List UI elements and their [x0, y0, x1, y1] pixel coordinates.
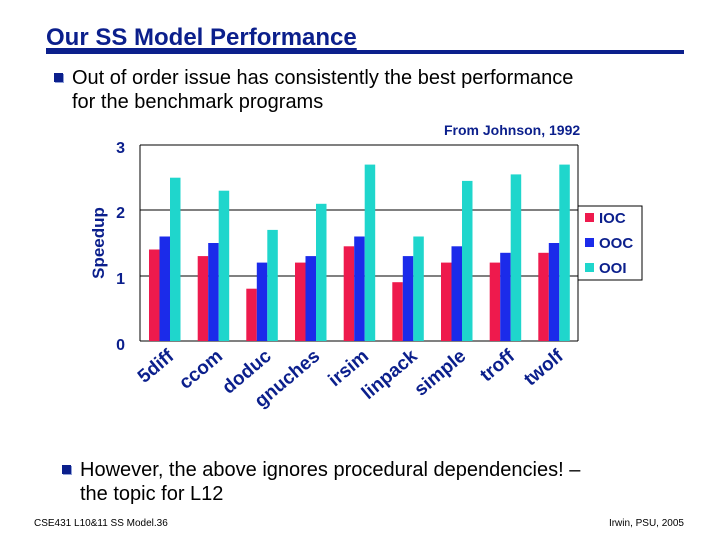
x-tick-label-5diff: 5diff: [134, 345, 179, 387]
bar-OOI-5diff: [170, 177, 181, 341]
bar-IOC-simple: [441, 262, 452, 341]
square-bullet-icon: [62, 465, 71, 474]
legend-swatch-OOI: [585, 263, 594, 272]
bar-OOC-twolf: [548, 243, 560, 341]
footer-right: Irwin, PSU, 2005: [608, 518, 684, 529]
bar-OOI-troff: [510, 174, 522, 341]
x-tick-label-simple: simple: [411, 346, 471, 401]
bar-IOC-ccom: [197, 256, 209, 341]
bar-IOC-linpack: [392, 282, 403, 341]
bar-OOC-doduc: [256, 262, 268, 341]
bullet-2-line-1: However, the above ignores procedural de…: [80, 459, 581, 481]
bar-OOI-simple: [462, 180, 473, 341]
x-tick-label-troff: troff: [476, 345, 519, 386]
bar-OOI-doduc: [267, 229, 278, 341]
y-tick-label-0: 0: [116, 337, 125, 354]
bar-IOC-twolf: [538, 252, 549, 341]
bar-OOC-linpack: [402, 256, 414, 341]
legend-label-OOI: OOI: [599, 260, 627, 277]
bar-OOC-simple: [451, 246, 462, 341]
legend-swatch-OOC: [585, 238, 594, 247]
y-tick-label-3: 3: [116, 140, 125, 157]
bar-OOC-ccom: [208, 243, 219, 341]
bar-OOC-5diff: [159, 236, 170, 341]
bar-IOC-troff: [489, 262, 501, 341]
bar-IOC-5diff: [149, 249, 160, 341]
legend-label-IOC: IOC: [599, 210, 626, 227]
bar-OOI-ccom: [218, 190, 230, 341]
footer-left: CSE431 L10&11 SS Model.36: [34, 518, 168, 529]
bar-IOC-gnuches: [295, 262, 306, 341]
square-bullet-icon: [54, 73, 63, 82]
bullet-2-line-2: the topic for L12: [80, 483, 224, 505]
source-note: From Johnson, 1992: [444, 122, 581, 138]
bar-IOC-irsim: [343, 246, 355, 341]
bar-series-group: [149, 164, 570, 341]
bar-OOI-twolf: [559, 164, 570, 341]
bullet-1-line-2: for the benchmark programs: [72, 91, 324, 113]
y-tick-label-1: 1: [116, 271, 125, 288]
bar-OOI-linpack: [413, 236, 424, 341]
x-tick-label-twolf: twolf: [520, 345, 568, 390]
y-axis-title: Speedup: [89, 207, 108, 279]
bar-OOI-irsim: [364, 164, 376, 341]
y-tick-label-2: 2: [116, 205, 125, 222]
bar-OOC-irsim: [354, 236, 365, 341]
bar-IOC-doduc: [246, 288, 257, 341]
x-tick-label-ccom: ccom: [175, 346, 227, 394]
bar-OOC-gnuches: [305, 256, 316, 341]
bullet-1-line-1: Out of order issue has consistently the …: [72, 67, 574, 89]
bar-OOC-troff: [500, 252, 511, 341]
bullet-2: However, the above ignores procedural de…: [62, 458, 581, 506]
slide-title: Our SS Model Performance: [46, 24, 357, 51]
legend-swatch-IOC: [585, 213, 594, 222]
bullet-1: Out of order issue has consistently the …: [54, 66, 574, 114]
bar-OOI-gnuches: [316, 203, 327, 341]
title-underline-rule: [46, 50, 684, 54]
legend-label-OOC: OOC: [599, 235, 633, 252]
x-tick-label-linpack: linpack: [358, 345, 422, 403]
